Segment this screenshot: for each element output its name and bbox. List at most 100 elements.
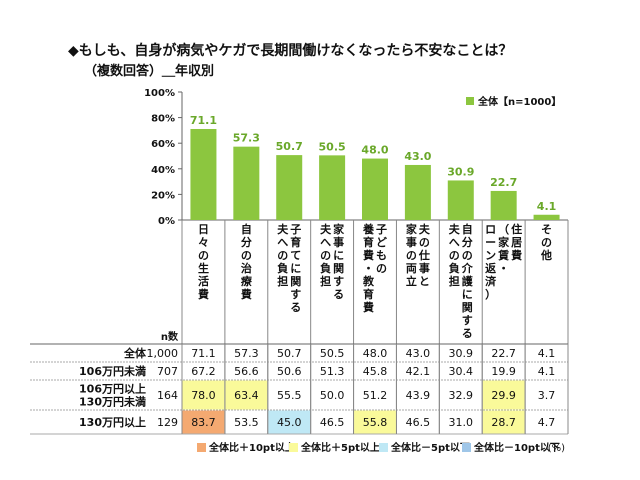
category-label-char: の: [419, 236, 430, 249]
category-label-char: 夫: [419, 222, 431, 236]
category-label-char: の: [198, 249, 209, 262]
category-label-char: 教: [362, 274, 375, 288]
category-label: 住居費: [510, 222, 522, 262]
bar-value-label: 50.5: [319, 140, 346, 153]
bar-3: [276, 155, 303, 220]
category-label-char: に: [333, 249, 344, 262]
table-cell: 46.5: [406, 416, 431, 429]
table-cell: 42.1: [406, 365, 431, 378]
category-label: 自分の治療費: [240, 222, 253, 301]
category-label-char: 夫: [320, 222, 332, 236]
category-label-char: 事: [333, 235, 344, 249]
category-label-char: す: [290, 288, 301, 301]
category-label-char: 負: [320, 261, 331, 275]
legend-swatch-low5: [379, 443, 388, 452]
category-label-char: 賃: [497, 248, 509, 262]
highlight-cell: [182, 380, 225, 410]
table-cell: 50.0: [320, 389, 345, 402]
category-label-char: 負: [449, 261, 460, 275]
category-label-char: 両: [406, 262, 417, 275]
category-label-char: 返: [485, 261, 496, 275]
table-cell: 63.4: [234, 389, 259, 402]
table-cell: 51.3: [320, 365, 345, 378]
y-tick-label: 40%: [151, 165, 175, 176]
category-label-char: そ: [541, 223, 552, 236]
category-label-char: る: [290, 301, 301, 314]
category-label-char: す: [333, 275, 344, 288]
bar-5: [362, 158, 388, 220]
percent-unit: (%): [548, 443, 565, 454]
row-label: 130万円未満: [79, 395, 146, 409]
category-label-char: 住: [511, 222, 522, 236]
table-cell: 3.7: [538, 389, 556, 402]
table-cell: 43.0: [406, 347, 431, 360]
category-label-char: 負: [277, 261, 288, 275]
table-cell: 48.0: [363, 347, 388, 360]
category-label-char: 費: [362, 300, 374, 314]
n-header: n数: [161, 330, 179, 343]
category-label-char: 担: [320, 274, 331, 288]
category-label-char: の: [406, 249, 417, 262]
y-tick-label: 60%: [151, 139, 175, 150]
category-label-char: 夫: [449, 222, 461, 236]
table-cell: 30.4: [449, 365, 474, 378]
category-label-char: す: [462, 314, 473, 327]
y-tick-label: 0%: [158, 216, 175, 227]
category-label-char: 育: [363, 287, 374, 301]
bar-2: [233, 146, 260, 220]
highlight-cell: [482, 410, 525, 434]
category-label-char: 費: [197, 287, 209, 301]
category-label: 夫への負担: [449, 222, 461, 288]
table-cell: 50.7: [277, 347, 302, 360]
category-label-char: 担: [277, 274, 288, 288]
highlight-cell: [482, 380, 525, 410]
category-label-char: の: [449, 249, 460, 262]
bar-9: [533, 214, 560, 220]
table-cell: 28.7: [491, 416, 516, 429]
bar-value-label: 57.3: [233, 132, 260, 145]
table-cell: 71.1: [191, 347, 216, 360]
table-cell: 45.0: [277, 416, 302, 429]
row-n: 164: [157, 389, 178, 402]
category-label-char: 担: [449, 274, 460, 288]
category-label-char: 分: [462, 235, 473, 249]
category-label-char: 家: [498, 235, 510, 249]
legend-item-label: 全体比＋5pt以上: [300, 441, 380, 454]
table-cell: 55.8: [363, 416, 388, 429]
bar-7: [447, 180, 474, 220]
category-label-char: と: [419, 275, 430, 288]
bar-value-label: 48.0: [361, 144, 388, 157]
category-label-char: の: [241, 249, 252, 262]
highlight-cell: [268, 410, 311, 434]
category-label: （家賃・: [497, 223, 510, 275]
legend-swatch-low10: [462, 443, 471, 452]
category-label-char: へ: [320, 236, 331, 249]
table-cell: 4.7: [538, 416, 556, 429]
category-label-char: の: [320, 249, 331, 262]
table-cell: 31.0: [449, 416, 474, 429]
category-label: その他: [540, 223, 552, 262]
legend-item-label: 全体比－10pt以下: [473, 441, 560, 454]
category-label-char: 生: [198, 261, 209, 275]
category-label-char: 関: [333, 262, 344, 275]
category-label-char: ・: [498, 262, 509, 275]
y-tick-label: 80%: [151, 114, 175, 125]
category-label-char: 育: [363, 235, 374, 249]
table-cell: 29.9: [491, 389, 516, 402]
table-cell: 32.9: [449, 389, 474, 402]
category-label-char: て: [290, 249, 301, 262]
y-tick-label: 100%: [144, 88, 175, 99]
category-label-char: 他: [540, 248, 552, 262]
category-label-char: 自: [241, 222, 252, 236]
category-label-char: の: [376, 262, 387, 275]
category-label: 家事の両立: [406, 222, 418, 288]
category-label: 自分の介護に関する: [461, 222, 474, 340]
category-label: 夫への負担: [320, 222, 332, 288]
legend-swatch: [466, 97, 474, 105]
category-label: 子どもの: [376, 223, 387, 275]
category-label-char: （: [498, 223, 509, 236]
category-label: 家事に関する: [333, 222, 345, 301]
category-label-char: 々: [198, 236, 209, 249]
bar-8: [490, 190, 517, 220]
legend-swatch-high5: [289, 443, 298, 452]
